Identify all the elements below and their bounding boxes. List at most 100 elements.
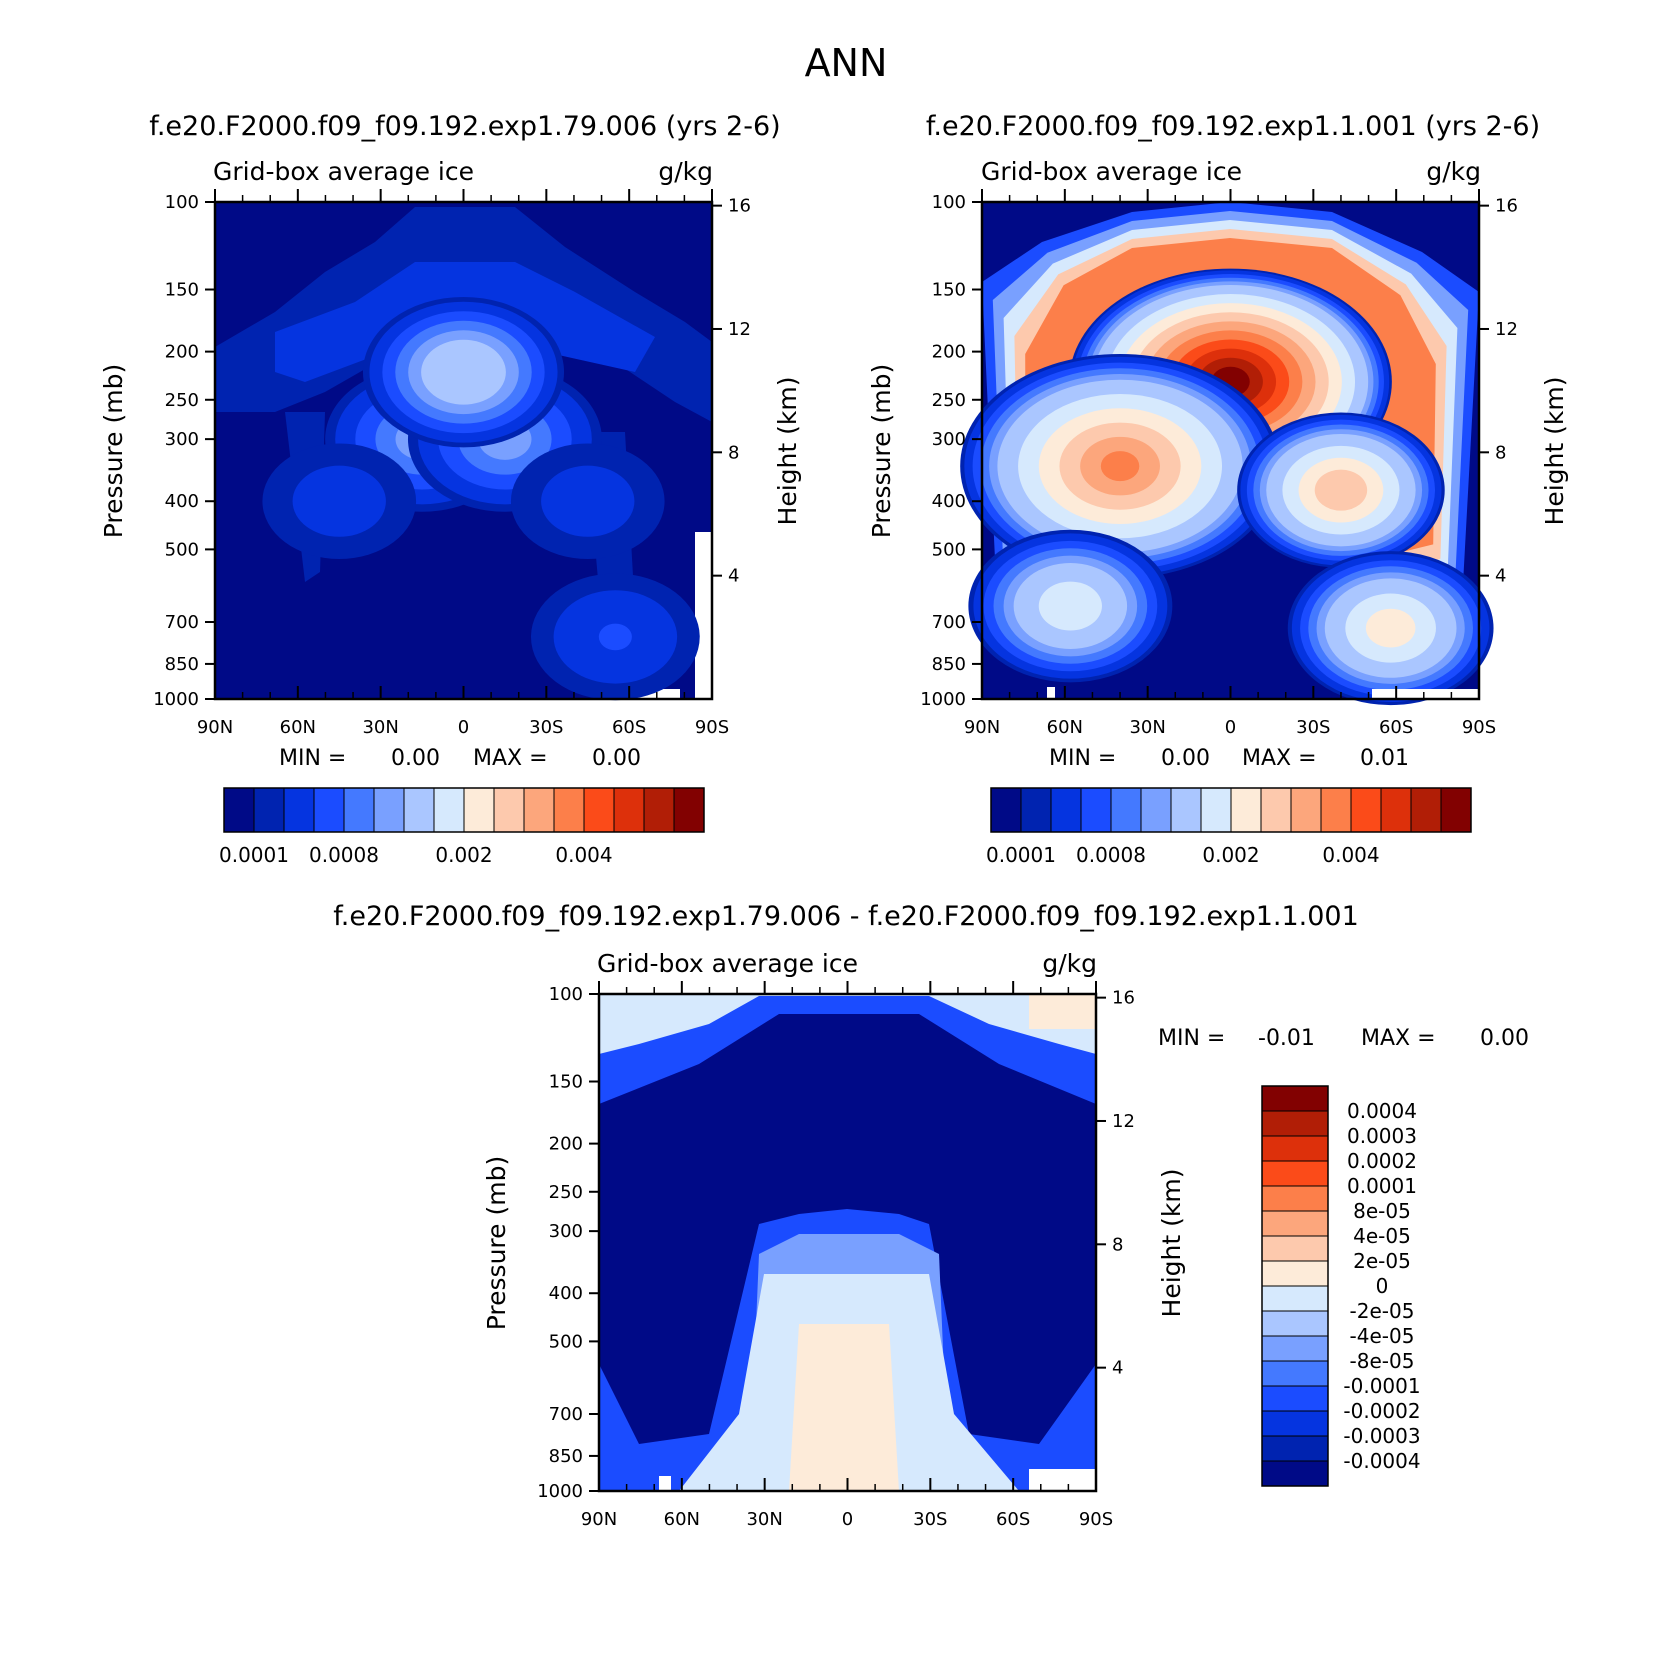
panel-2-variable: Grid-box average ice — [981, 157, 1242, 186]
panel-2-axes: 90N 60N 30N 0 30S 60S 90S 100 150 200 250 300 400 500… — [920, 189, 1518, 738]
colorbar-label: 0.0008 — [309, 843, 379, 867]
missing-data — [695, 532, 712, 699]
colorbar-swatch — [1261, 1260, 1329, 1287]
panel-3-ylabel: Pressure (mb) — [482, 1156, 511, 1330]
panel-3-min-value: -0.01 — [1258, 1026, 1315, 1051]
x-tick-label: 90S — [695, 717, 729, 738]
panel-2-min-value: 0.00 — [1161, 746, 1210, 771]
y-tick-label: 200 — [549, 1134, 583, 1155]
panel-2-y2label: Height (km) — [1540, 377, 1569, 526]
colorbar-label: 0.0004 — [1347, 1099, 1417, 1123]
y-tick-label: 400 — [549, 1283, 583, 1304]
y-tick-label: 150 — [549, 1072, 583, 1093]
contour-band — [1029, 994, 1096, 1029]
colorbar-label: 2e-05 — [1353, 1249, 1411, 1273]
x-tick-label: 30N — [362, 717, 398, 738]
panel-1-variable: Grid-box average ice — [213, 157, 474, 186]
colorbar-label: 0.0008 — [1076, 843, 1146, 867]
colorbar-label: 0.0001 — [1347, 1174, 1417, 1198]
colorbar-swatch — [1080, 787, 1112, 833]
y-tick-label: 700 — [932, 612, 966, 633]
colorbar-frame — [223, 787, 705, 833]
colorbar-swatch — [433, 787, 465, 833]
y2-tick-label: 12 — [1495, 319, 1518, 340]
colorbar-swatch — [673, 787, 705, 833]
y-tick-label: 500 — [165, 539, 199, 560]
panel-1-min-label: MIN = — [279, 746, 346, 771]
x-tick-label: 90S — [1462, 717, 1496, 738]
colorbar-label: 0.002 — [435, 843, 492, 867]
colorbar-swatch — [1380, 787, 1412, 833]
y2-tick-label: 8 — [1495, 442, 1506, 463]
y-tick-label: 1000 — [537, 1481, 583, 1502]
colorbar-swatch — [1110, 787, 1142, 833]
colorbar-swatch — [1261, 1210, 1329, 1237]
colorbar-swatch — [613, 787, 645, 833]
panel-2-contours — [960, 202, 1494, 706]
x-tick-label: 60S — [1379, 717, 1413, 738]
colorbar-swatch — [463, 787, 495, 833]
colorbar-swatch — [1261, 1335, 1329, 1362]
panel-3-max-value: 0.00 — [1480, 1026, 1529, 1051]
colorbar-label: 0.0002 — [1347, 1149, 1417, 1173]
y-tick-label: 250 — [165, 390, 199, 411]
colorbar-swatch — [1261, 1135, 1329, 1162]
x-tick-label: 90N — [197, 717, 233, 738]
contour-band — [1365, 608, 1416, 648]
y-tick-label: 850 — [165, 654, 199, 675]
colorbar-swatch — [343, 787, 375, 833]
colorbar-swatch — [1230, 787, 1262, 833]
colorbar-swatch — [1020, 787, 1052, 833]
panel-2-colorbar: 0.0001 0.0008 0.002 0.004 — [986, 787, 1472, 867]
y-tick-label: 400 — [165, 491, 199, 512]
y2-tick-label: 8 — [1112, 1234, 1123, 1255]
y-tick-label: 200 — [932, 342, 966, 363]
colorbar-label: 0.0003 — [1347, 1124, 1417, 1148]
panel-3-contours — [599, 994, 1096, 1491]
panel-1-max-value: 0.00 — [592, 746, 641, 771]
missing-data — [1047, 687, 1055, 699]
colorbar-label: -0.0003 — [1343, 1424, 1420, 1448]
colorbar-label: -0.0001 — [1343, 1374, 1420, 1398]
y-tick-label: 100 — [549, 984, 583, 1005]
y2-tick-label: 12 — [728, 319, 751, 340]
missing-data — [1372, 689, 1479, 699]
panel-1-title: f.e20.F2000.f09_f09.192.exp1.79.006 (yrs… — [149, 111, 780, 142]
colorbar-swatch — [1290, 787, 1322, 833]
contour-band — [421, 339, 506, 405]
panel-2: f.e20.F2000.f09_f09.192.exp1.1.001 (yrs … — [867, 111, 1569, 867]
y-tick-label: 200 — [165, 342, 199, 363]
y-tick-label: 500 — [549, 1331, 583, 1352]
colorbar-label: 0.004 — [555, 843, 612, 867]
colorbar-label: 4e-05 — [1353, 1224, 1411, 1248]
y-tick-label: 1000 — [920, 689, 966, 710]
colorbar-frame — [1261, 1085, 1329, 1487]
panel-1-min-value: 0.00 — [391, 746, 440, 771]
colorbar-swatch — [1261, 1085, 1329, 1112]
panel-3-variable: Grid-box average ice — [597, 949, 858, 978]
figure-title: ANN — [805, 41, 888, 85]
colorbar-swatch — [403, 787, 435, 833]
colorbar-label: -2e-05 — [1350, 1299, 1415, 1323]
colorbar-swatch — [1261, 1360, 1329, 1387]
x-tick-label: 60N — [280, 717, 316, 738]
colorbar-swatch — [1200, 787, 1232, 833]
y-tick-label: 150 — [932, 280, 966, 301]
x-tick-label: 0 — [842, 1509, 853, 1530]
colorbar-label: -8e-05 — [1350, 1349, 1415, 1373]
contour-band — [1038, 581, 1102, 631]
y-tick-label: 250 — [549, 1182, 583, 1203]
colorbar-swatch — [1261, 1435, 1329, 1462]
x-tick-label: 90N — [964, 717, 1000, 738]
colorbar-frame — [990, 787, 1472, 833]
y-tick-label: 100 — [932, 192, 966, 213]
panel-2-units: g/kg — [1426, 157, 1481, 186]
y2-tick-label: 4 — [728, 566, 739, 587]
y-tick-label: 700 — [549, 1404, 583, 1425]
colorbar-label: -4e-05 — [1350, 1324, 1415, 1348]
contour-band — [1314, 469, 1368, 511]
contour-band — [1100, 451, 1140, 482]
x-tick-label: 30N — [1129, 717, 1165, 738]
colorbar-swatch — [1261, 1410, 1329, 1437]
